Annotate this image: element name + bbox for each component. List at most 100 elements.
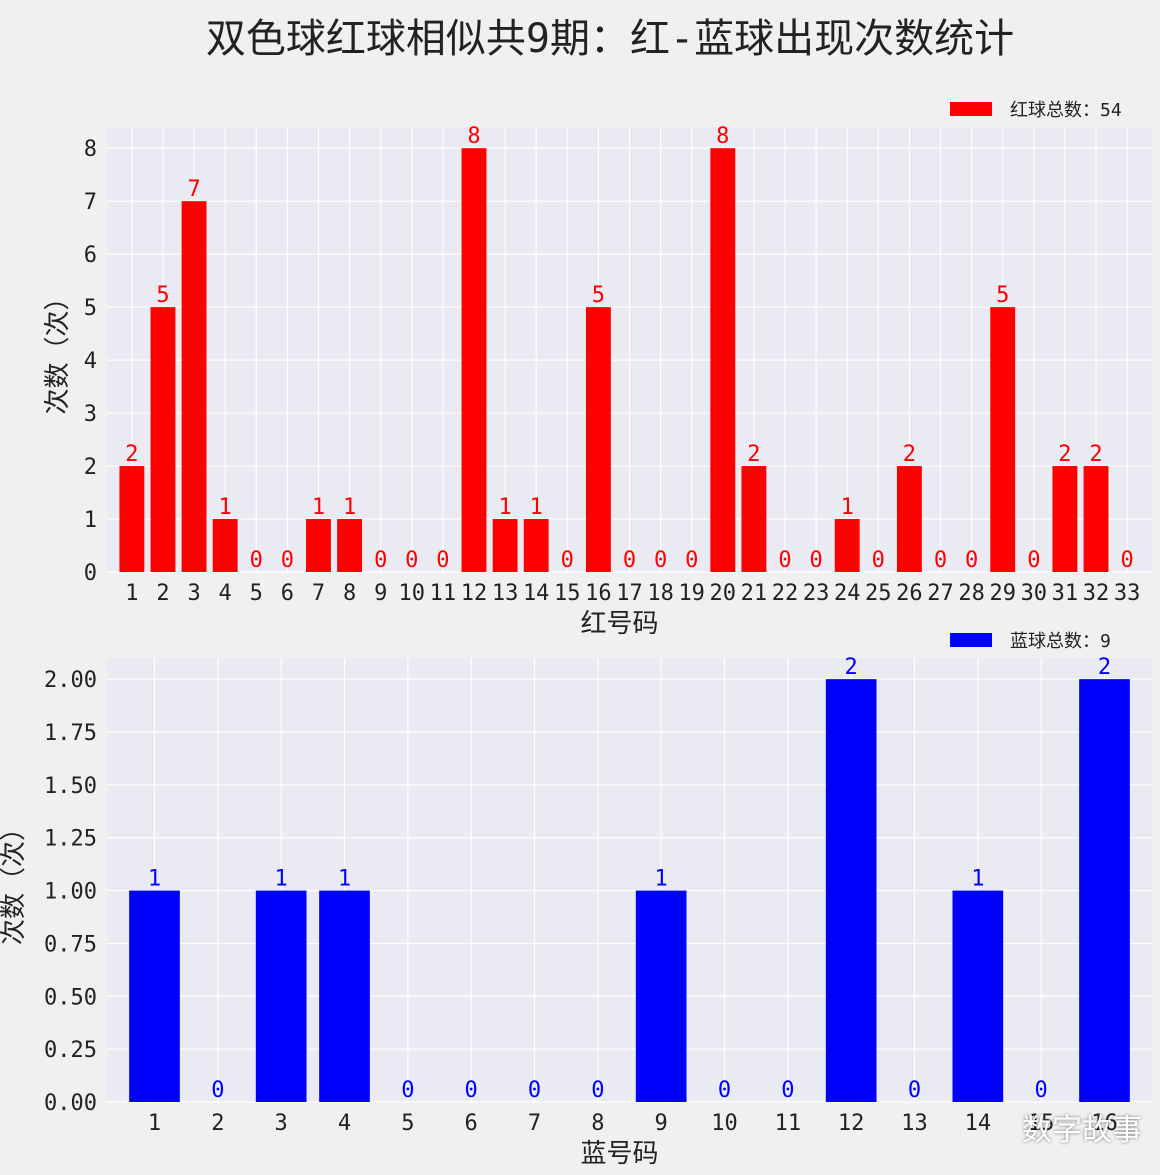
blue-x-tick-label: 14 — [965, 1111, 992, 1136]
red-x-tick-label: 1 — [125, 581, 138, 606]
red-y-axis-label: 次数（次） — [43, 284, 73, 414]
red-bar-value-label: 0 — [778, 548, 791, 573]
blue-bar-value-label: 1 — [148, 867, 161, 892]
blue-x-tick-label: 1 — [148, 1111, 161, 1136]
red-bar — [119, 466, 145, 572]
blue-bar-value-label: 0 — [401, 1078, 414, 1103]
red-bar-value-label: 2 — [125, 442, 138, 467]
red-bar-value-label: 0 — [809, 548, 822, 573]
red-bar — [523, 519, 549, 572]
red-x-tick-label: 29 — [989, 581, 1016, 606]
red-x-tick-label: 9 — [374, 581, 387, 606]
red-bar-value-label: 8 — [716, 124, 729, 149]
red-bar-value-label: 0 — [250, 548, 263, 573]
red-x-tick-label: 7 — [312, 581, 325, 606]
blue-bar-value-label: 0 — [781, 1078, 794, 1103]
red-x-tick-label: 27 — [927, 581, 954, 606]
blue-y-tick-label: 0.25 — [44, 1038, 97, 1063]
blue-bar-value-label: 0 — [465, 1078, 478, 1103]
blue-y-tick-label: 0.75 — [44, 932, 97, 957]
red-bar-value-label: 1 — [498, 495, 511, 520]
red-x-tick-label: 13 — [492, 581, 519, 606]
red-x-tick-label: 10 — [399, 581, 426, 606]
red-bar-value-label: 1 — [841, 495, 854, 520]
red-x-tick-label: 32 — [1083, 581, 1110, 606]
blue-bar — [635, 890, 687, 1102]
blue-legend-label: 蓝球总数：9 — [1010, 631, 1111, 652]
blue-bar-value-label: 0 — [1035, 1078, 1048, 1103]
blue-x-tick-label: 15 — [1028, 1111, 1055, 1136]
red-y-tick-label: 1 — [84, 508, 97, 533]
red-legend-label: 红球总数：54 — [1010, 100, 1122, 121]
red-x-tick-label: 25 — [865, 581, 892, 606]
red-bar-value-label: 1 — [530, 495, 543, 520]
red-bar-value-label: 0 — [965, 548, 978, 573]
red-y-tick-label: 3 — [84, 402, 97, 427]
red-bar — [337, 519, 363, 572]
blue-legend-swatch — [950, 633, 992, 647]
red-bar-value-label: 2 — [747, 442, 760, 467]
red-legend: 红球总数：54 — [950, 96, 1122, 122]
red-bar-value-label: 8 — [467, 124, 480, 149]
red-x-tick-label: 17 — [616, 581, 643, 606]
red-x-tick-label: 5 — [250, 581, 263, 606]
red-bar-value-label: 0 — [436, 548, 449, 573]
red-x-tick-label: 18 — [647, 581, 674, 606]
red-bar-value-label: 0 — [623, 548, 636, 573]
blue-y-tick-label: 1.00 — [44, 880, 97, 905]
blue-legend: 蓝球总数：9 — [950, 627, 1111, 653]
red-y-tick-label: 4 — [84, 349, 97, 374]
red-x-tick-label: 19 — [678, 581, 705, 606]
red-bar — [990, 307, 1016, 572]
red-bar-value-label: 0 — [405, 548, 418, 573]
red-x-tick-label: 6 — [281, 581, 294, 606]
red-y-tick-label: 6 — [84, 243, 97, 268]
blue-x-tick-label: 9 — [655, 1111, 668, 1136]
blue-bar-value-label: 2 — [1098, 655, 1111, 680]
blue-x-axis-label: 蓝号码 — [580, 1139, 658, 1169]
blue-x-tick-label: 10 — [711, 1111, 738, 1136]
red-bar-value-label: 0 — [281, 548, 294, 573]
blue-y-axis-label: 次数（次） — [0, 815, 29, 945]
red-bar-value-label: 0 — [1120, 548, 1133, 573]
red-x-tick-label: 2 — [156, 581, 169, 606]
red-bar — [741, 466, 767, 572]
red-bar-value-label: 2 — [903, 442, 916, 467]
blue-x-tick-label: 12 — [838, 1111, 865, 1136]
red-bar-value-label: 0 — [685, 548, 698, 573]
red-x-tick-label: 14 — [523, 581, 550, 606]
blue-bar-value-label: 0 — [528, 1078, 541, 1103]
blue-x-tick-label: 7 — [528, 1111, 541, 1136]
red-bar-value-label: 0 — [374, 548, 387, 573]
blue-y-tick-label: 2.00 — [44, 668, 97, 693]
red-y-tick-label: 7 — [84, 190, 97, 215]
red-y-tick-label: 2 — [84, 455, 97, 480]
red-bar-value-label: 7 — [187, 177, 200, 202]
red-x-tick-label: 33 — [1114, 581, 1141, 606]
blue-bar-value-label: 1 — [275, 867, 288, 892]
blue-bar — [1079, 679, 1130, 1102]
red-bar — [212, 519, 238, 572]
red-y-tick-label: 8 — [84, 137, 97, 162]
red-bar-value-label: 5 — [592, 283, 605, 308]
blue-bar-value-label: 0 — [718, 1078, 731, 1103]
red-x-tick-label: 4 — [219, 581, 232, 606]
blue-y-tick-label: 0.50 — [44, 985, 97, 1010]
red-bar-value-label: 5 — [996, 283, 1009, 308]
red-bar — [306, 519, 331, 572]
red-bar-value-label: 0 — [654, 548, 667, 573]
red-bar — [834, 519, 860, 572]
blue-bar-value-label: 0 — [908, 1078, 921, 1103]
red-bar-value-label: 1 — [219, 495, 232, 520]
red-x-tick-label: 31 — [1052, 581, 1079, 606]
red-x-tick-label: 11 — [430, 581, 457, 606]
blue-bar-value-label: 1 — [655, 867, 668, 892]
red-x-tick-label: 3 — [187, 581, 200, 606]
chart-title: 双色球红球相似共9期：红-蓝球出现次数统计 — [205, 16, 1015, 62]
blue-bar-value-label: 2 — [845, 655, 858, 680]
red-bar — [1052, 466, 1078, 572]
blue-y-tick-label: 0.00 — [44, 1091, 97, 1116]
blue-x-tick-label: 5 — [401, 1111, 414, 1136]
red-bar — [1083, 466, 1109, 572]
blue-x-tick-label: 16 — [1091, 1111, 1118, 1136]
